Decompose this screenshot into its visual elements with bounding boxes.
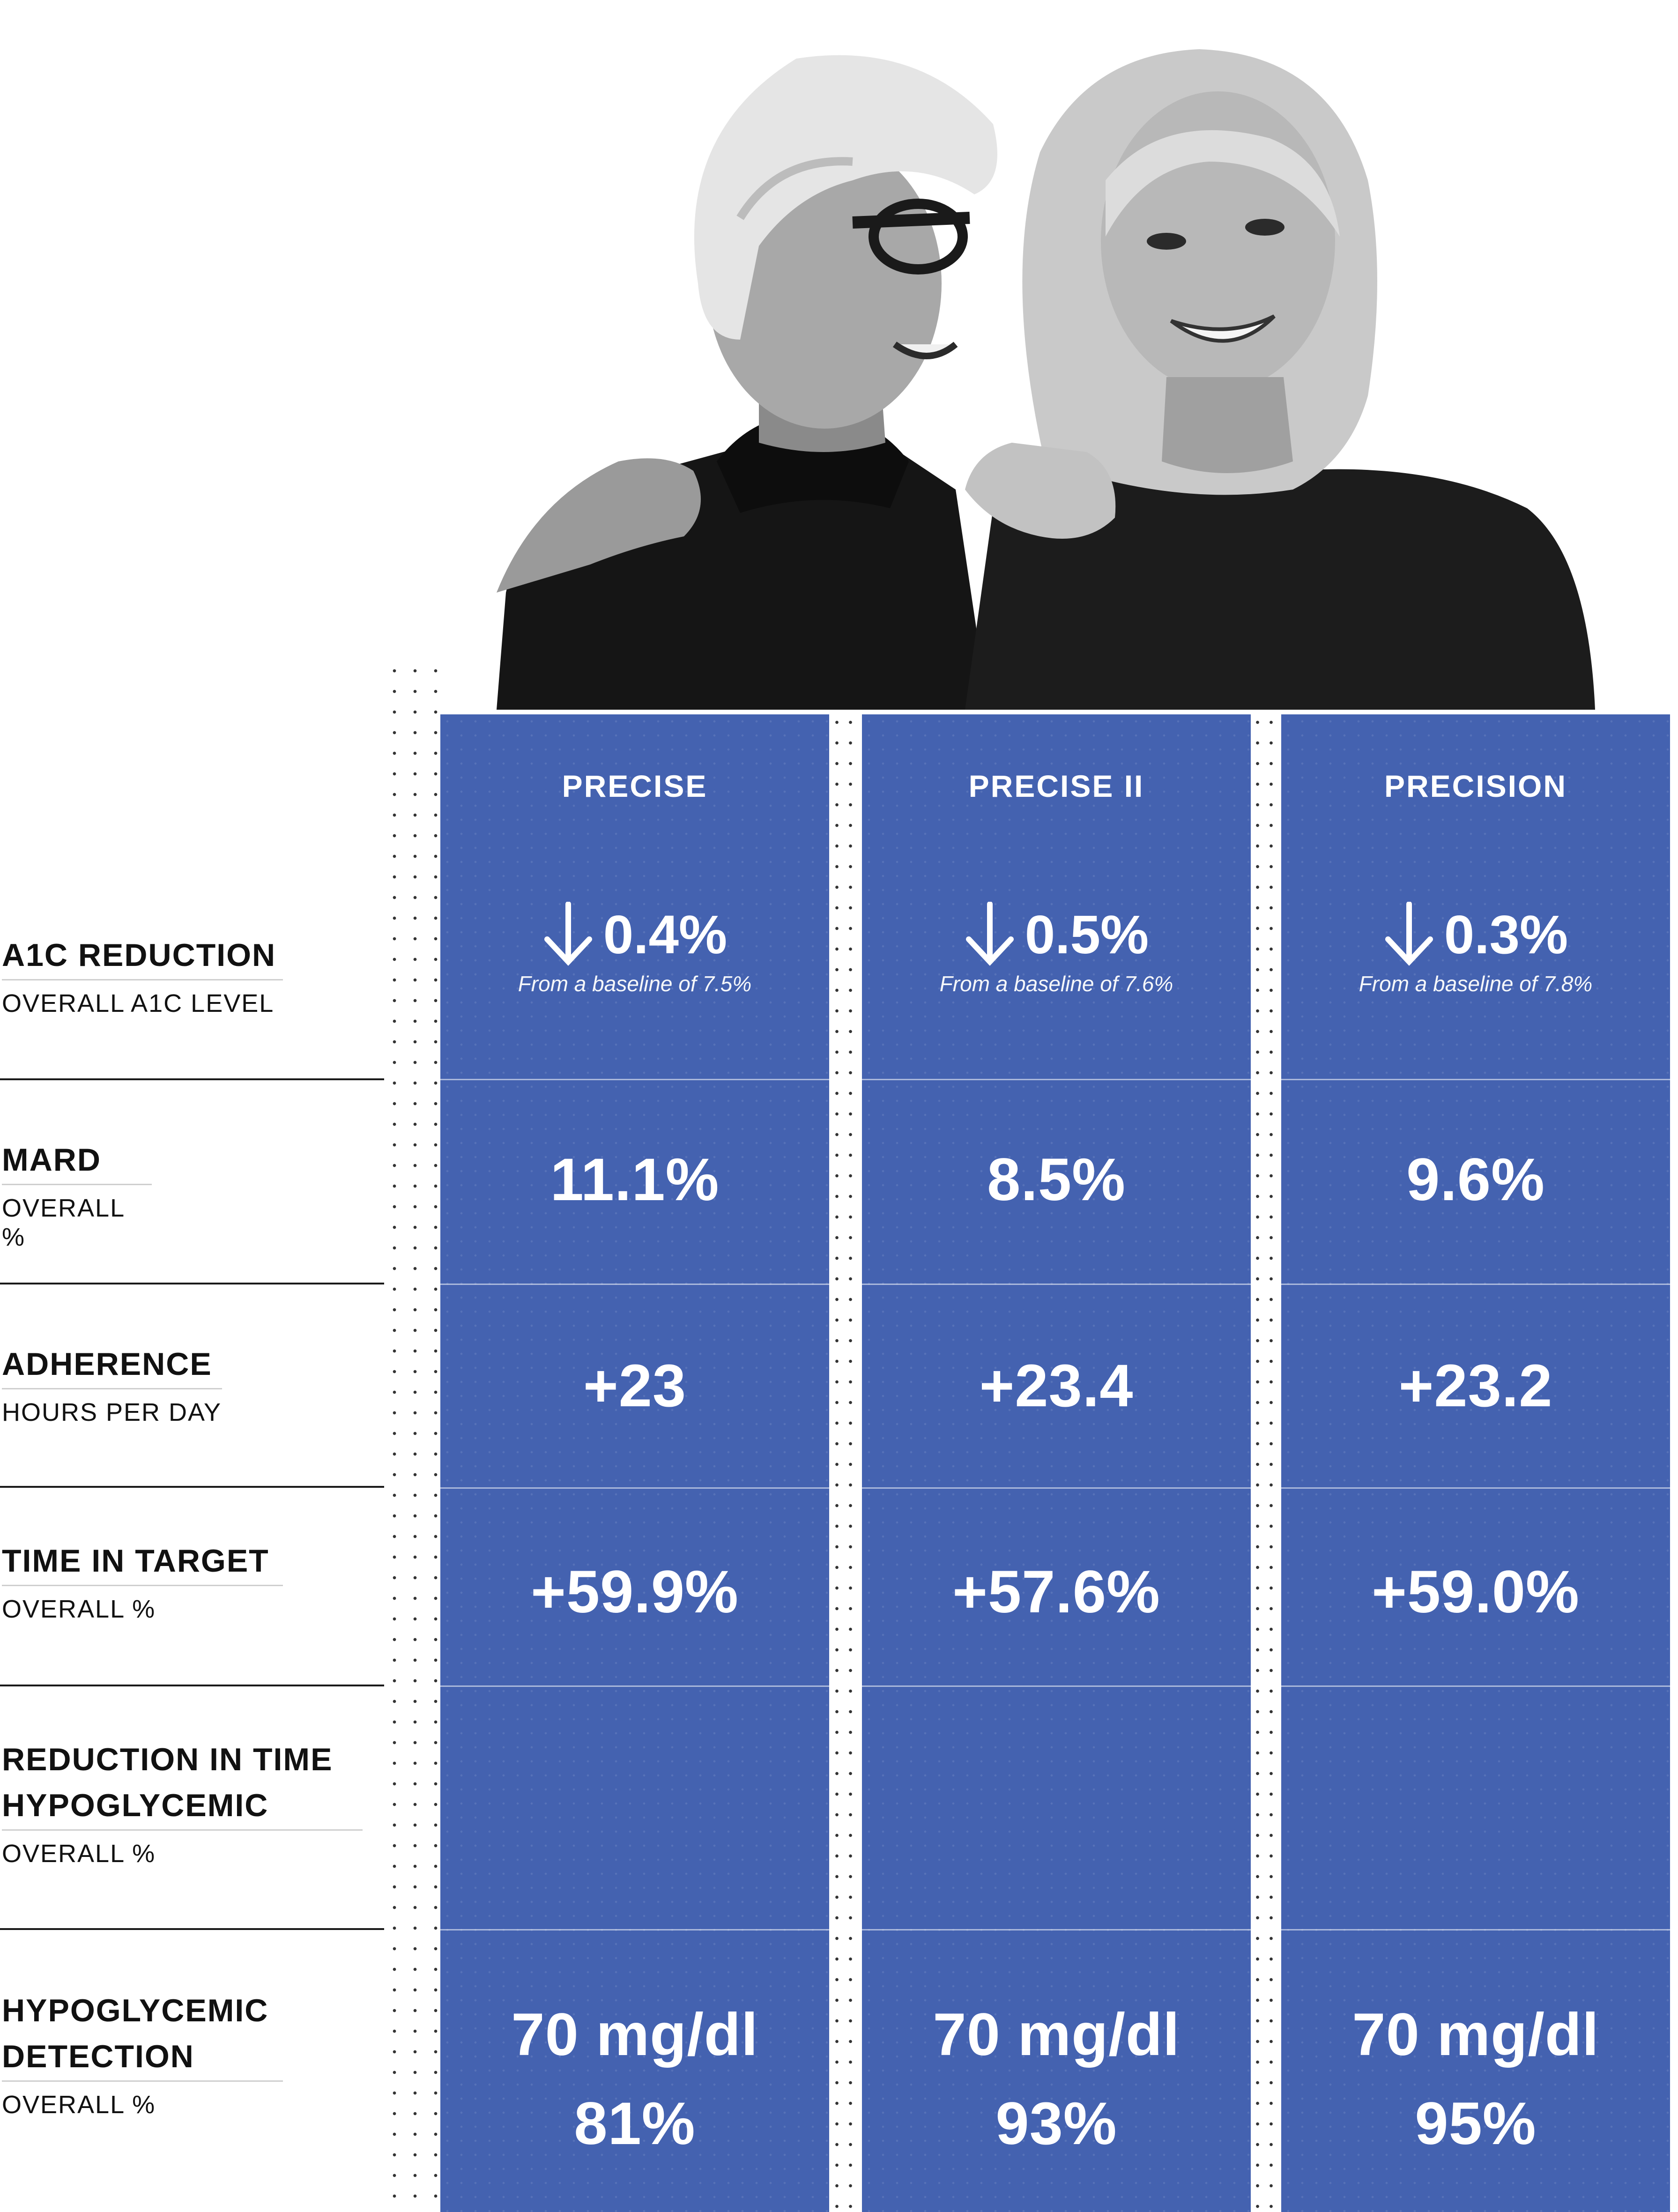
dotted-pattern-left	[384, 661, 440, 2212]
row-label-reduction-hypoglycemic: REDUCTION IN TIME HYPOGLYCEMIC OVERALL %	[2, 1737, 363, 1868]
hypo-detection-value: 81%	[574, 2090, 696, 2157]
label-underline	[2, 1388, 222, 1389]
row-title: MARD	[2, 1142, 101, 1178]
dotted-pattern-gap-1	[830, 712, 857, 2212]
row-subtitle: OVERALL A1C LEVEL	[2, 989, 275, 1017]
a1c-value: 0.3%	[1444, 904, 1568, 965]
hypo-threshold-value: 70 mg/dl	[933, 2001, 1180, 2068]
cell-divider	[862, 1929, 1251, 1930]
a1c-cell: 0.3% From a baseline of 7.8%	[1281, 902, 1670, 996]
cell-divider	[1281, 1685, 1670, 1687]
a1c-baseline: From a baseline of 7.8%	[1359, 972, 1593, 996]
row-label-adherence: ADHERENCE HOURS PER DAY	[2, 1341, 222, 1427]
hypo-detection-value: 93%	[995, 2090, 1117, 2157]
cell-divider	[1281, 1929, 1670, 1930]
two-women-smiling-photo	[497, 40, 1595, 710]
row-title: HYPOGLYCEMIC	[2, 1993, 269, 2028]
cell-divider	[862, 1487, 1251, 1489]
arrow-down-icon	[544, 902, 592, 966]
row-divider	[0, 1283, 384, 1284]
cell-divider	[440, 1487, 829, 1489]
arrow-down-icon	[965, 902, 1014, 966]
column-precise-ii: PRECISE II 0.5% From a baseline of 7.6% …	[862, 714, 1251, 2212]
cell-divider	[440, 1284, 829, 1285]
cell-divider	[862, 1284, 1251, 1285]
row-label-hypoglycemic-detection: HYPOGLYCEMIC DETECTION OVERALL %	[2, 1988, 283, 2119]
label-underline	[2, 979, 283, 980]
cell-divider	[440, 1685, 829, 1687]
cell-divider	[862, 1685, 1251, 1687]
hypo-threshold-value: 70 mg/dl	[511, 2001, 758, 2068]
label-underline	[2, 2080, 283, 2082]
a1c-cell: 0.5% From a baseline of 7.6%	[862, 902, 1251, 996]
row-title: TIME IN TARGET	[2, 1543, 269, 1579]
column-precision: PRECISION 0.3% From a baseline of 7.8% 9…	[1281, 714, 1670, 2212]
mard-value: 8.5%	[987, 1146, 1126, 1213]
row-subtitle: OVERALL %	[2, 1840, 156, 1868]
a1c-value: 0.4%	[603, 904, 728, 965]
column-header: PRECISE	[562, 769, 708, 803]
row-subtitle: OVERALL %	[2, 2091, 156, 2119]
adherence-value: +23	[583, 1352, 687, 1419]
adherence-value: +23.2	[1398, 1352, 1553, 1419]
a1c-value: 0.5%	[1025, 904, 1149, 965]
row-divider	[0, 1078, 384, 1080]
mard-value: 9.6%	[1406, 1146, 1545, 1213]
row-subtitle: OVERALL %	[2, 1194, 125, 1251]
hypo-threshold-value: 70 mg/dl	[1352, 2001, 1599, 2068]
row-label-mard: MARD OVERALL %	[2, 1137, 152, 1252]
cell-divider	[1281, 1487, 1670, 1489]
cell-divider	[1281, 1284, 1670, 1285]
cell-divider	[862, 1079, 1251, 1080]
row-subtitle: HOURS PER DAY	[2, 1398, 222, 1426]
time-in-target-value: +57.6%	[952, 1559, 1160, 1626]
row-title: HYPOGLYCEMIC	[2, 1788, 269, 1823]
a1c-baseline: From a baseline of 7.5%	[518, 972, 752, 996]
label-underline	[2, 1585, 283, 1586]
cell-divider	[440, 1079, 829, 1080]
row-title: ADHERENCE	[2, 1346, 212, 1382]
a1c-baseline: From a baseline of 7.6%	[939, 972, 1173, 996]
row-label-time-in-target: TIME IN TARGET OVERALL %	[2, 1538, 283, 1624]
row-title: REDUCTION IN TIME	[2, 1742, 333, 1777]
cell-divider	[440, 1929, 829, 1930]
row-title: A1C REDUCTION	[2, 937, 276, 973]
row-label-a1c-reduction: A1C REDUCTION OVERALL A1C LEVEL	[2, 932, 283, 1018]
hypo-detection-value: 95%	[1415, 2090, 1537, 2157]
mard-value: 11.1%	[550, 1146, 720, 1213]
cell-divider	[1281, 1079, 1670, 1080]
row-subtitle: OVERALL %	[2, 1595, 156, 1623]
row-divider	[0, 1685, 384, 1686]
row-divider	[0, 1928, 384, 1930]
dotted-pattern-gap-2	[1251, 712, 1278, 2212]
label-underline	[2, 1184, 152, 1185]
row-title: DETECTION	[2, 2039, 194, 2074]
adherence-value: +23.4	[979, 1352, 1134, 1419]
time-in-target-value: +59.9%	[531, 1559, 739, 1626]
label-underline	[2, 1829, 363, 1831]
column-precise: PRECISE 0.4% From a baseline of 7.5% 11.…	[440, 714, 829, 2212]
time-in-target-value: +59.0%	[1372, 1559, 1580, 1626]
row-divider	[0, 1486, 384, 1488]
column-header: PRECISION	[1384, 769, 1567, 803]
arrow-down-icon	[1385, 902, 1433, 966]
a1c-cell: 0.4% From a baseline of 7.5%	[440, 902, 829, 996]
column-header: PRECISE II	[968, 769, 1144, 803]
